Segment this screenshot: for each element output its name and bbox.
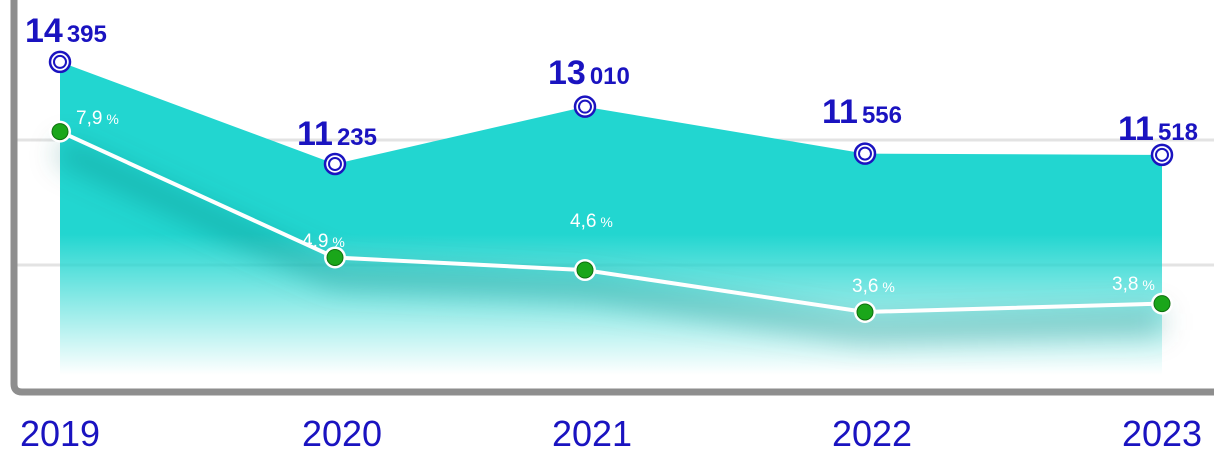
x-tick-label: 2019 xyxy=(20,413,100,450)
percent-value-label: 3,8% xyxy=(1112,274,1155,295)
axes xyxy=(10,0,1214,396)
area-value-small: 235 xyxy=(337,124,377,151)
percent-point-marker xyxy=(326,248,344,266)
area-value-small: 556 xyxy=(862,102,902,129)
area-value-big: 11 xyxy=(822,93,858,131)
line-shadow xyxy=(55,139,1163,342)
area-value-label: 13 010 xyxy=(548,54,630,92)
percent-value-unit: % xyxy=(332,234,344,250)
percent-value-label: 4,9% xyxy=(302,231,345,252)
axis-frame xyxy=(10,0,1214,396)
percent-point-marker xyxy=(856,303,874,321)
percent-value-unit: % xyxy=(600,214,612,230)
area-value-big: 11 xyxy=(297,115,333,153)
area-series xyxy=(60,61,1162,376)
percent-value-unit: % xyxy=(106,111,118,127)
area-value-big: 13 xyxy=(548,54,586,92)
x-tick-label: 2022 xyxy=(832,413,912,450)
percent-value-label: 7,9% xyxy=(76,108,119,129)
area-value-big: 11 xyxy=(1118,110,1154,148)
area-value-label: 11 518 xyxy=(1118,110,1198,148)
area-value-big: 14 xyxy=(25,12,63,50)
area-value-label: 14 395 xyxy=(25,12,107,50)
percent-value-unit: % xyxy=(1142,277,1154,293)
area-point-marker-inner xyxy=(578,99,592,114)
area-point-marker-inner xyxy=(328,157,342,171)
percent-value-number: 3,6 xyxy=(852,276,878,297)
area-point-marker-inner xyxy=(1155,147,1169,162)
area-value-small: 395 xyxy=(67,21,107,48)
percent-value-label: 4,6% xyxy=(570,211,613,232)
percent-value-number: 3,8 xyxy=(1112,274,1138,295)
percent-value-unit: % xyxy=(882,279,894,295)
percent-point-marker xyxy=(576,261,594,279)
percent-point-marker xyxy=(1153,295,1171,313)
percent-value-number: 7,9 xyxy=(76,108,102,129)
area-value-label: 11 556 xyxy=(822,93,902,131)
area-point-marker-inner xyxy=(858,146,872,161)
x-tick-label: 2023 xyxy=(1122,413,1202,450)
area-value-small: 010 xyxy=(590,63,630,90)
x-tick-label: 2021 xyxy=(552,413,632,450)
percent-value-number: 4,6 xyxy=(570,211,596,232)
percent-point-marker xyxy=(51,123,69,141)
area-point-marker-inner xyxy=(53,54,67,69)
percent-value-number: 4,9 xyxy=(302,231,328,252)
percent-value-label: 3,6% xyxy=(852,276,895,297)
area-value-label: 11 235 xyxy=(297,115,377,153)
area-value-small: 518 xyxy=(1158,119,1198,146)
x-tick-label: 2020 xyxy=(302,413,382,450)
